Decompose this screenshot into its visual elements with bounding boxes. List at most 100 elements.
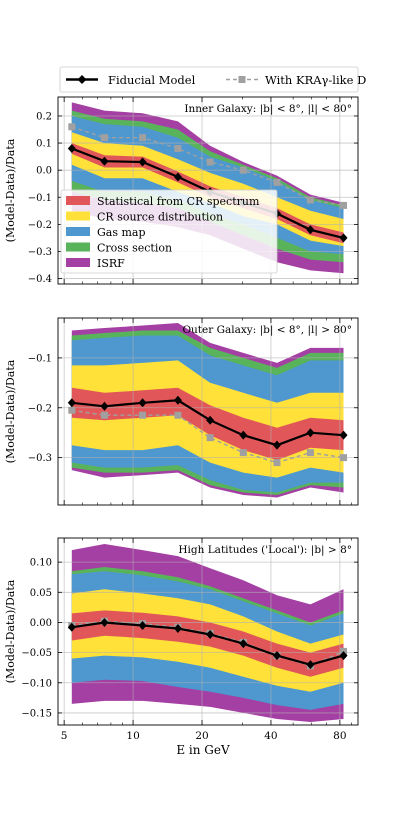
fiducial-point: [173, 623, 182, 633]
fiducial-point: [67, 143, 76, 153]
inner-galaxy-panel: −0.4 −0.3 −0.2 −0.1 0.0 0.1 0.2 (Model-Data)/Da…: [4, 96, 359, 285]
band-legend: Statistical from CR spectrum CR source di…: [60, 189, 278, 274]
fiducial-point: [138, 157, 147, 167]
kra-point: [306, 449, 314, 457]
y-tick-label: −0.15: [21, 708, 52, 719]
y-tick-label: −0.2: [28, 403, 52, 414]
fiducial-point: [138, 398, 147, 408]
kra-point: [68, 406, 76, 414]
kra-point: [139, 134, 147, 142]
y-axis-label: (Model-Data)/Data: [4, 359, 17, 463]
y-axis-label: (Model-Data)/Data: [4, 138, 17, 242]
y-tick-label: 0.0: [36, 166, 52, 177]
fiducial-legend-label: Fiducial Model: [108, 73, 196, 87]
kra-point: [174, 411, 182, 419]
top-legend-frame: [59, 66, 359, 93]
band-legend-swatch-stat: [66, 196, 90, 205]
band-legend-label-gas: Gas map: [97, 226, 146, 239]
kra-point: [340, 201, 348, 209]
kra-point: [340, 454, 348, 462]
kra-point: [139, 411, 147, 419]
kra-line: [71, 409, 344, 464]
fiducial-point: [100, 617, 109, 627]
band-stat: [71, 387, 344, 461]
x-tick-label: 5: [61, 730, 68, 742]
kra-legend-marker: [238, 76, 246, 83]
fiducial-point: [339, 233, 348, 243]
fiducial-point: [339, 430, 348, 440]
x-tick-label: 20: [195, 730, 208, 742]
y-tick-label: −0.1: [28, 193, 52, 204]
fiducial-point: [306, 225, 315, 235]
fiducial-point: [206, 415, 215, 425]
y-tick-label: −0.3: [28, 453, 52, 464]
panel-title: Inner Galaxy: |b| < 8°, |l| < 80°: [184, 103, 352, 116]
kra-point: [306, 196, 314, 204]
y-tick-label: −0.2: [28, 220, 52, 231]
gridlines: [58, 538, 358, 725]
kra-point: [239, 166, 247, 174]
panel-title: High Latitudes ('Local'): |b| > 8°: [178, 544, 352, 557]
fiducial-point: [138, 620, 147, 630]
band-legend-label-src: CR source distribution: [97, 211, 223, 224]
band-legend-frame: [60, 189, 278, 274]
fiducial-point: [67, 622, 76, 632]
outer-galaxy-panel: −0.3 −0.2 −0.1 (Model-Data)/Data Outer Galax…: [4, 317, 359, 506]
y-tick-label: 0.00: [30, 618, 52, 629]
kra-line: [71, 126, 344, 207]
fiducial-point: [239, 430, 248, 440]
fiducial-legend-marker: [77, 75, 87, 84]
band-legend-swatch-src: [66, 211, 90, 221]
kra-point: [100, 134, 108, 142]
band-legend-swatch-isrf: [66, 258, 90, 267]
kra-point: [273, 178, 281, 186]
fiducial-point: [306, 428, 315, 438]
x-tick-label: 10: [126, 730, 139, 742]
band-legend-label-xs: Cross section: [97, 242, 172, 255]
kra-point: [68, 123, 76, 131]
y-tick-label: −0.3: [28, 247, 52, 258]
band-legend-swatch-gas: [66, 227, 90, 236]
fiducial-point: [206, 630, 215, 640]
fiducial-point: [272, 440, 281, 450]
panel-title: Outer Galaxy: |b| < 8°, |l| > 80°: [182, 324, 352, 337]
y-tick-label: 0.2: [36, 111, 52, 122]
fiducial-point: [306, 660, 315, 670]
y-tick-label: 0.10: [30, 558, 52, 569]
y-tick-label: −0.1: [28, 353, 52, 364]
y-tick-label: −0.4: [28, 274, 52, 285]
y-axis-label: (Model-Data)/Data: [4, 579, 17, 683]
fiducial-point: [239, 639, 248, 649]
band-legend-label-stat: Statistical from CR spectrum: [97, 195, 260, 208]
axes-frame: [57, 96, 359, 285]
fiducial-point: [272, 651, 281, 661]
axes-frame: [57, 537, 359, 726]
band-layers: [71, 323, 344, 498]
kra-point: [206, 158, 214, 166]
kra-legend-label: With KRAγ-like D: [265, 73, 366, 87]
y-tick-label: −0.10: [21, 678, 52, 689]
kra-point: [100, 411, 108, 419]
band-legend-label-isrf: ISRF: [97, 257, 125, 270]
kra-point: [174, 144, 182, 152]
y-tick-label: −0.05: [21, 648, 52, 659]
fiducial-point: [339, 651, 348, 661]
high-latitudes-panel: −0.15 −0.10 −0.05 0.00 0.05 0.10 5 10 20 40 80 (Mod…: [4, 537, 359, 742]
fiducial-point: [100, 401, 109, 411]
y-tick-label: 0.1: [36, 139, 52, 150]
fiducial-point: [173, 172, 182, 182]
kra-point: [273, 459, 281, 467]
fiducial-point: [67, 398, 76, 408]
band-legend-swatch-xs: [66, 242, 90, 252]
y-tick-label: 0.05: [30, 588, 52, 599]
x-tick-label: 80: [333, 730, 346, 742]
top-legend: Fiducial Model With KRAγ-like D: [59, 66, 366, 93]
gridlines: [58, 318, 358, 505]
x-axis-label: E in GeV: [176, 743, 230, 757]
fiducial-point: [173, 395, 182, 405]
x-tick-label: 40: [264, 730, 277, 742]
kra-point: [206, 434, 214, 442]
kra-point: [239, 449, 247, 457]
axes-frame: [57, 317, 359, 506]
